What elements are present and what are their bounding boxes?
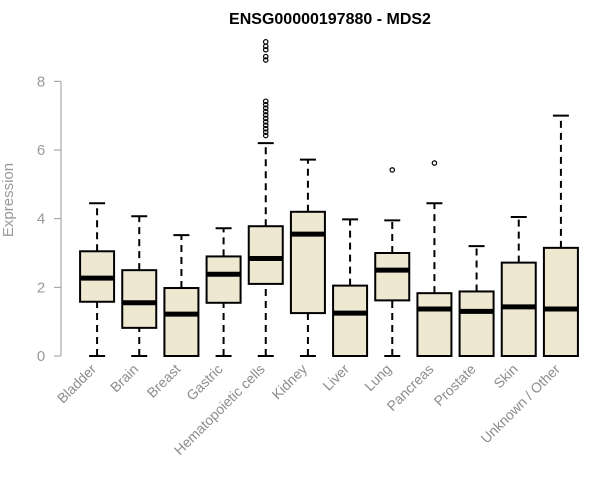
outlier-point <box>262 129 269 135</box>
box-group-gastric <box>205 227 242 357</box>
outlier-point <box>262 39 269 45</box>
outlier-point <box>262 57 269 63</box>
outlier-point <box>262 98 269 105</box>
x-tick-label: Bladder <box>54 361 100 407</box>
box-group-breast <box>163 234 200 357</box>
y-tick-label: 4 <box>37 211 45 228</box>
box-group-bladder <box>79 202 116 357</box>
iqr-box <box>205 255 242 304</box>
x-tick-label: Pancreas <box>383 361 436 414</box>
x-tick-label: Kidney <box>268 361 310 403</box>
outlier-point <box>262 112 269 118</box>
outlier-point <box>431 160 438 166</box>
iqr-box <box>458 290 495 358</box>
outlier-point <box>262 119 269 125</box>
box-group-liver <box>332 218 369 357</box>
y-axis-label: Expression <box>0 163 17 237</box>
outlier-point <box>262 53 269 60</box>
outlier-point <box>262 101 269 108</box>
iqr-box <box>289 210 326 315</box>
iqr-box <box>247 225 284 285</box>
y-tick-label: 6 <box>37 142 45 159</box>
x-tick-label: Lung <box>361 361 394 394</box>
outlier-point <box>262 105 269 111</box>
outlier-point <box>262 115 269 122</box>
iqr-box <box>332 284 369 357</box>
x-tick-label: Prostate <box>431 361 479 409</box>
iqr-box <box>416 292 453 358</box>
box-group-unknown-other <box>542 114 579 358</box>
iqr-box <box>542 246 579 358</box>
box-group-lung <box>374 167 411 357</box>
x-tick-label: Brain <box>107 361 141 395</box>
box-group-kidney <box>289 158 326 357</box>
iqr-box <box>163 287 200 357</box>
box-group-brain <box>121 215 158 357</box>
outlier-point <box>389 167 396 173</box>
box-group-hematopoietic-cells <box>247 39 284 357</box>
outlier-point <box>262 125 269 132</box>
y-tick-label: 8 <box>37 73 45 90</box>
chart-title: ENSG00000197880 - MDS2 <box>229 11 431 28</box>
box-group-prostate <box>458 245 495 358</box>
x-tick-label: Liver <box>319 361 352 394</box>
iqr-box <box>121 269 158 329</box>
y-tick-label: 2 <box>37 279 45 296</box>
box-group-pancreas <box>416 160 453 358</box>
box-group-skin <box>500 215 537 358</box>
outlier-point <box>262 46 269 53</box>
x-tick-label: Unknown / Other <box>477 361 563 447</box>
outlier-point <box>262 122 269 129</box>
x-tick-label: Breast <box>144 361 184 401</box>
outlier-point <box>262 132 269 139</box>
x-tick-label: Skin <box>490 361 521 392</box>
y-tick-label: 0 <box>37 348 45 365</box>
iqr-box <box>374 252 411 302</box>
outlier-point <box>262 108 269 115</box>
